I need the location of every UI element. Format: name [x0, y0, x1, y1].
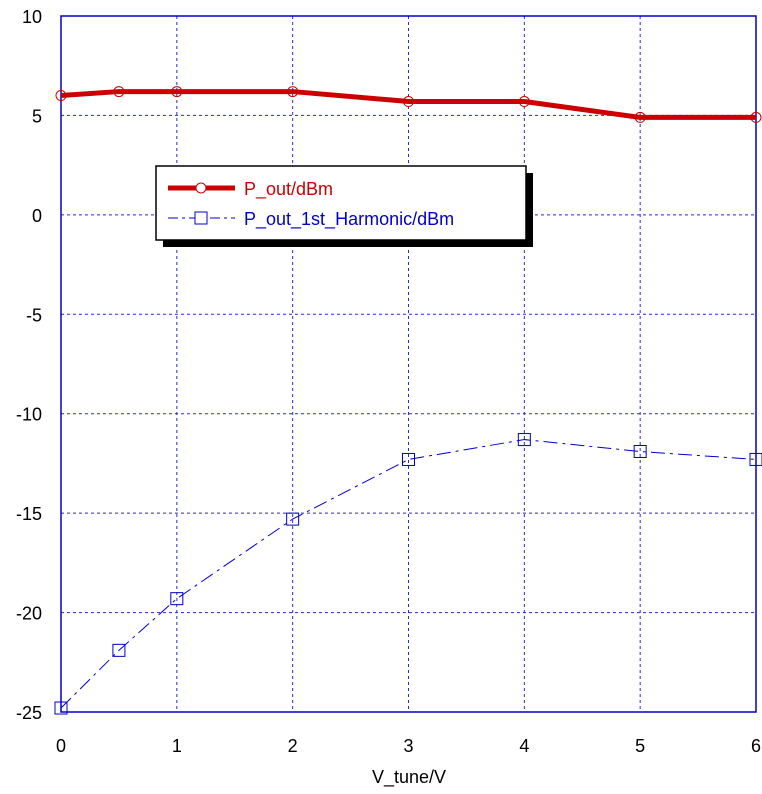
legend-label: P_out_1st_Harmonic/dBm [244, 209, 454, 230]
x-axis-title: V_tune/V [372, 767, 446, 788]
x-tick-label: 0 [56, 736, 66, 756]
x-tick-label: 5 [635, 736, 645, 756]
legend-swatch-marker [194, 211, 208, 225]
legend: P_out/dBm P_out_1st_Harmonic/dBm [155, 165, 533, 247]
data-point [287, 86, 299, 98]
x-tick-label: 6 [751, 736, 761, 756]
y-tick-labels: -25 -20 -15 -10 -5 0 5 10 [16, 7, 42, 723]
legend-swatch-marker [195, 182, 207, 194]
y-tick-label: -20 [16, 604, 42, 624]
legend-item: P_out/dBm [168, 179, 333, 200]
x-tick-label: 1 [172, 736, 182, 756]
data-point [633, 444, 647, 458]
data-point [170, 592, 184, 606]
y-tick-label: -15 [16, 504, 42, 524]
data-point [171, 86, 183, 98]
x-tick-labels: 0 1 2 3 4 5 6 [56, 736, 761, 756]
data-point [112, 643, 126, 657]
legend-box [155, 165, 527, 241]
plot-border [60, 15, 757, 713]
data-point [634, 111, 646, 123]
y-tick-label: 10 [22, 7, 42, 27]
data-point [286, 512, 300, 526]
data-point [402, 452, 415, 466]
data-point [403, 96, 414, 108]
x-tick-label: 2 [288, 736, 298, 756]
series-line [60, 439, 757, 709]
series-1 [55, 86, 762, 123]
y-tick-label: -25 [16, 703, 42, 723]
y-tick-label: 0 [32, 206, 42, 226]
legend-label: P_out/dBm [244, 179, 333, 200]
plot-frame [60, 15, 757, 713]
data-point [749, 452, 762, 466]
x-tick-label: 3 [403, 736, 413, 756]
y-tick-label: -10 [16, 405, 42, 425]
y-tick-label: 5 [32, 106, 42, 126]
data-point [750, 111, 762, 123]
series-line [60, 89, 756, 120]
x-tick-label: 4 [519, 736, 529, 756]
y-tick-label: -5 [26, 305, 42, 325]
grid [61, 16, 756, 712]
data-point [54, 701, 68, 715]
data-point [55, 90, 67, 102]
data-point [517, 433, 531, 447]
data-point [518, 96, 530, 108]
data-point [113, 86, 125, 98]
legend-item: P_out_1st_Harmonic/dBm [168, 209, 454, 230]
series-2 [54, 433, 762, 715]
series-layer [54, 86, 762, 715]
